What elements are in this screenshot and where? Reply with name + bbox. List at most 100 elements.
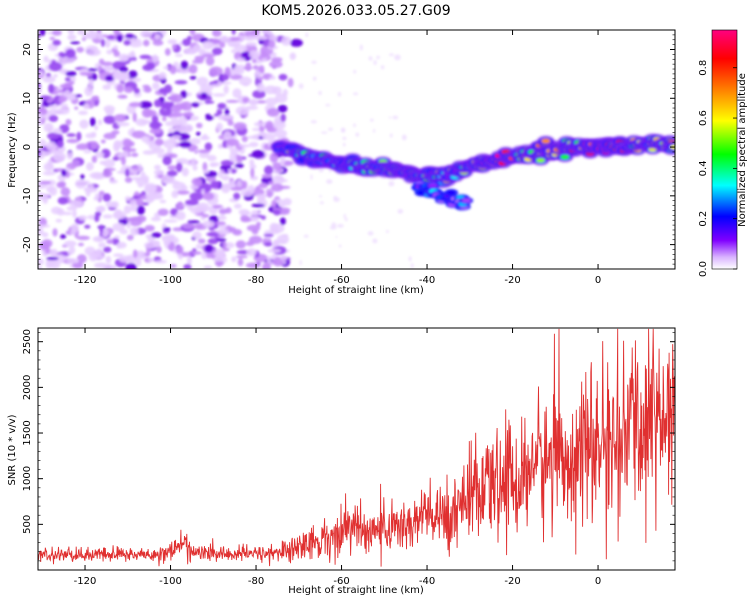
noise-blob bbox=[397, 209, 404, 214]
noise-blob bbox=[150, 216, 162, 222]
noise-blob bbox=[204, 244, 214, 253]
noise-blob bbox=[132, 112, 137, 123]
noise-blob bbox=[224, 108, 230, 117]
noise-blob bbox=[233, 122, 247, 131]
noise-blob bbox=[251, 203, 265, 208]
noise-blob bbox=[268, 181, 274, 185]
noise-blob bbox=[192, 59, 204, 64]
noise-blob bbox=[342, 142, 346, 147]
noise-blob bbox=[176, 201, 184, 211]
noise-blob bbox=[76, 46, 84, 53]
noise-blob bbox=[166, 147, 173, 156]
noise-blob bbox=[105, 255, 112, 264]
noise-blob bbox=[106, 239, 114, 244]
noise-blob bbox=[169, 65, 177, 75]
noise-blob bbox=[176, 190, 190, 195]
x-tick-label: -100 bbox=[159, 576, 182, 587]
noise-blob bbox=[180, 60, 189, 70]
noise-blob bbox=[179, 141, 192, 148]
noise-blob bbox=[180, 123, 194, 133]
noise-blob bbox=[132, 195, 140, 200]
noise-blob bbox=[84, 224, 91, 229]
noise-blob bbox=[56, 140, 64, 149]
noise-blob bbox=[46, 256, 59, 261]
noise-blob bbox=[112, 210, 127, 220]
noise-blob bbox=[261, 133, 276, 141]
noise-blob bbox=[303, 234, 309, 238]
noise-blob bbox=[130, 38, 142, 43]
noise-blob bbox=[66, 206, 78, 211]
noise-blob bbox=[264, 165, 274, 175]
noise-blob bbox=[338, 244, 342, 248]
noise-blob bbox=[131, 130, 146, 139]
noise-blob bbox=[76, 235, 91, 241]
noise-blob bbox=[337, 91, 342, 97]
noise-blob bbox=[281, 36, 292, 46]
snr-x-axis-label: Height of straight line (km) bbox=[288, 585, 424, 596]
noise-blob bbox=[61, 169, 67, 177]
noise-blob bbox=[337, 224, 344, 228]
noise-blob bbox=[163, 240, 171, 246]
noise-blob bbox=[39, 139, 47, 148]
noise-blob bbox=[217, 80, 223, 86]
noise-blob bbox=[91, 155, 98, 163]
noise-blob bbox=[266, 108, 280, 117]
noise-blob bbox=[231, 68, 245, 75]
noise-blob bbox=[46, 141, 57, 151]
noise-blob bbox=[42, 232, 49, 238]
noise-blob bbox=[227, 168, 232, 174]
noise-blob bbox=[278, 179, 288, 183]
noise-blob bbox=[233, 192, 241, 200]
noise-blob bbox=[68, 80, 75, 85]
noise-blob bbox=[148, 257, 155, 263]
noise-blob bbox=[52, 152, 66, 162]
noise-blob bbox=[111, 201, 119, 209]
noise-blob bbox=[140, 119, 151, 125]
noise-blob bbox=[258, 182, 268, 189]
noise-blob bbox=[218, 40, 226, 49]
noise-blob bbox=[320, 201, 324, 205]
x-tick-label: -40 bbox=[419, 576, 435, 587]
noise-blob bbox=[258, 65, 265, 73]
noise-blob bbox=[279, 255, 288, 261]
noise-blob bbox=[264, 242, 273, 247]
noise-blob bbox=[410, 263, 414, 268]
y-tick-label: -10 bbox=[22, 188, 33, 204]
signal-blob bbox=[446, 190, 456, 195]
noise-blob bbox=[206, 250, 213, 259]
noise-blob bbox=[89, 172, 104, 179]
x-tick-label: -20 bbox=[504, 576, 520, 587]
noise-blob bbox=[142, 64, 154, 71]
noise-blob bbox=[169, 93, 183, 103]
noise-blob bbox=[211, 38, 220, 45]
noise-blob bbox=[72, 261, 84, 269]
noise-blob bbox=[39, 180, 52, 185]
noise-blob bbox=[124, 196, 131, 201]
noise-blob bbox=[220, 74, 229, 81]
noise-blob bbox=[117, 71, 130, 82]
noise-blob bbox=[216, 122, 223, 132]
noise-blob bbox=[355, 132, 360, 137]
noise-blob bbox=[318, 195, 323, 198]
noise-blob bbox=[328, 127, 333, 131]
noise-blob bbox=[103, 159, 116, 168]
noise-blob bbox=[333, 195, 337, 200]
noise-blob bbox=[125, 263, 137, 269]
noise-blob bbox=[153, 169, 165, 175]
noise-blob bbox=[190, 138, 201, 145]
noise-blob bbox=[87, 68, 98, 72]
noise-blob bbox=[202, 133, 208, 140]
colorbar-label: Normalized spectral amplitude bbox=[737, 73, 748, 227]
noise-blob bbox=[252, 59, 257, 64]
noise-blob bbox=[274, 199, 284, 203]
noise-blob bbox=[255, 185, 261, 190]
noise-blob bbox=[200, 92, 208, 99]
noise-blob bbox=[99, 224, 104, 234]
noise-blob bbox=[175, 162, 183, 173]
snr-x-ticks: -120 -100 -80 -60 -40 -20 0 bbox=[74, 328, 601, 587]
noise-blob bbox=[112, 222, 126, 232]
noise-blob bbox=[102, 228, 109, 238]
noise-blob bbox=[188, 64, 198, 74]
noise-blob bbox=[65, 71, 77, 77]
y-tick-label: -20 bbox=[22, 236, 33, 252]
